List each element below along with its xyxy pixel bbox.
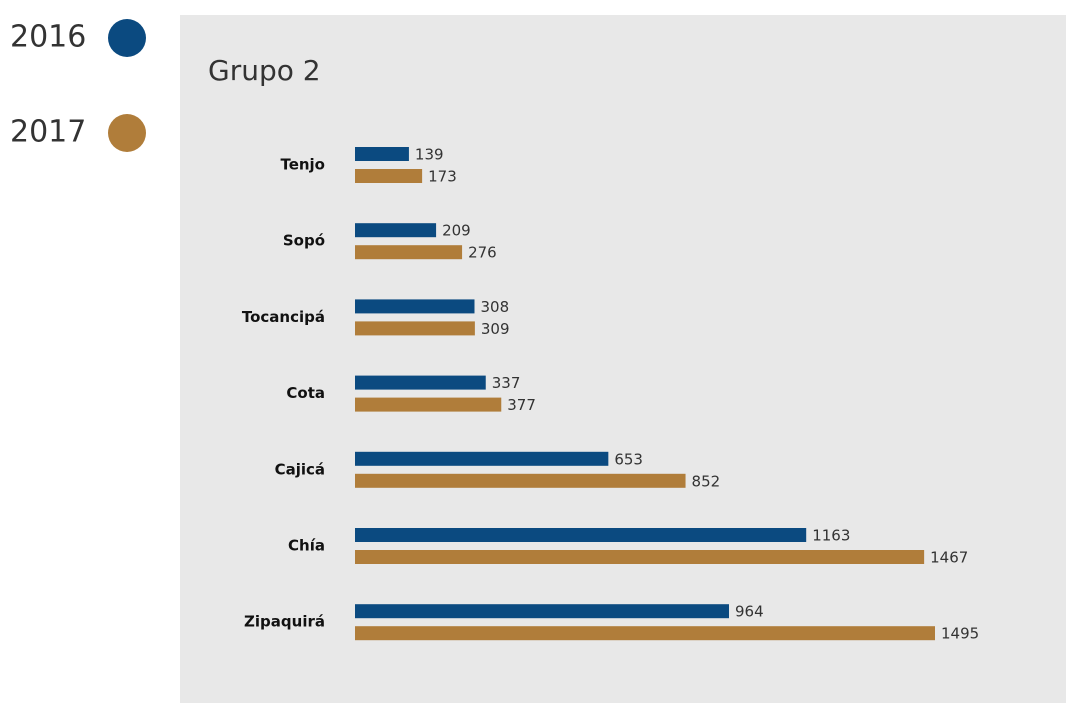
bar (355, 604, 729, 619)
value-label: 276 (468, 244, 497, 262)
legend-swatch (108, 114, 146, 152)
value-label: 1467 (930, 549, 968, 567)
chart-title: Grupo 2 (208, 54, 321, 87)
category-label: Tenjo (280, 156, 325, 174)
legend-label: 2016 (10, 20, 86, 55)
bar (355, 321, 475, 336)
bar (355, 473, 686, 488)
value-label: 337 (492, 374, 521, 392)
value-label: 653 (614, 450, 643, 468)
value-label: 139 (415, 146, 444, 164)
value-label: 173 (428, 168, 457, 186)
bar (355, 375, 486, 390)
bar (355, 451, 609, 466)
bar (355, 528, 807, 542)
category-label: Cota (286, 384, 325, 402)
bar (355, 397, 502, 412)
bar (355, 169, 423, 183)
value-label: 1495 (941, 625, 979, 643)
bar (355, 223, 437, 238)
legend-swatch (108, 19, 146, 57)
value-label: 852 (692, 472, 721, 490)
bar (355, 550, 925, 564)
panel (180, 15, 1066, 703)
value-label: 377 (507, 396, 536, 414)
category-label: Sopó (283, 232, 325, 250)
value-label: 308 (480, 298, 509, 316)
category-label: Chía (288, 537, 325, 555)
value-label: 1163 (812, 527, 850, 545)
value-label: 209 (442, 222, 471, 240)
category-label: Cajicá (275, 460, 325, 478)
value-label: 309 (481, 320, 510, 338)
bar (355, 299, 475, 314)
category-label: Tocancipá (242, 308, 325, 326)
legend-label: 2017 (10, 115, 86, 150)
category-label: Zipaquirá (244, 613, 325, 631)
bar (355, 626, 935, 641)
bar (355, 147, 409, 161)
bar (355, 245, 463, 260)
value-label: 964 (735, 603, 764, 621)
